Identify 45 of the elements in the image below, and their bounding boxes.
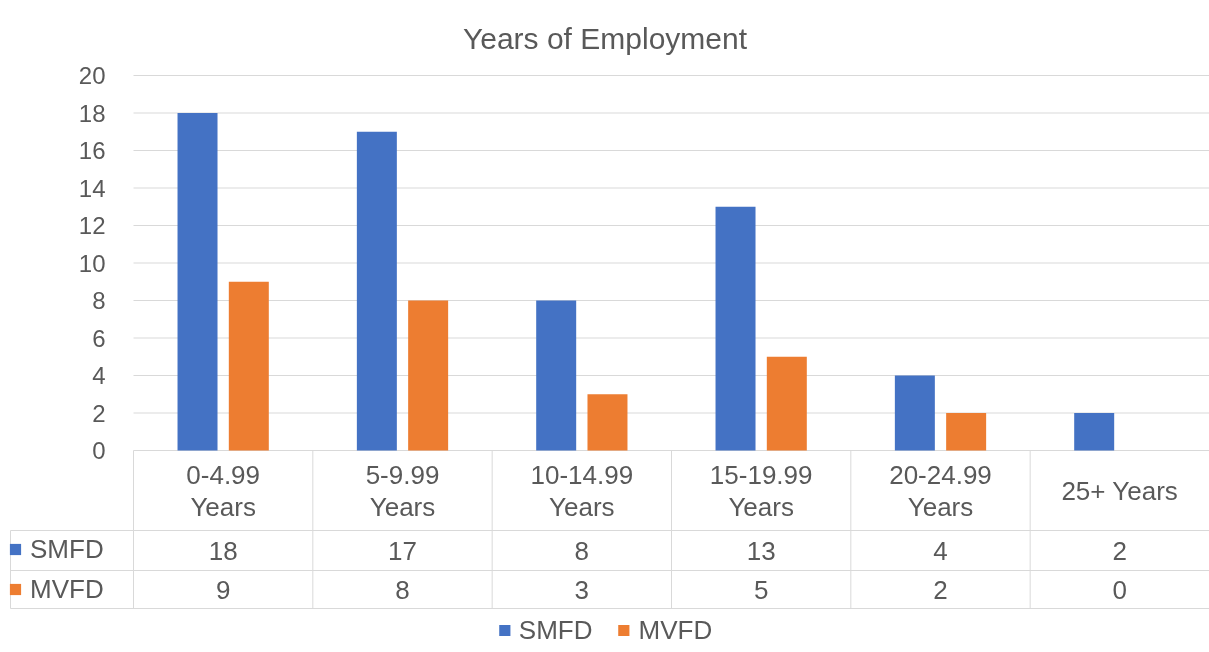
x-tick-label: 10-14.99 Years [530, 459, 634, 522]
chart-title: Years of Employment [462, 21, 748, 55]
x-tick-label: 20-24.99 Years [889, 459, 992, 522]
y-tick-label: 12 [78, 212, 106, 239]
bar [766, 356, 807, 451]
x-tick-label: 0-4.99 Years [186, 459, 261, 522]
bar [356, 131, 397, 451]
legend-label: SMFD [30, 532, 104, 566]
data-label: 13 [746, 535, 776, 566]
data-label: 3 [574, 574, 590, 605]
legend-label: MVFD [638, 613, 713, 647]
bar [177, 113, 218, 451]
bar [587, 394, 628, 451]
text: MVFD [30, 573, 104, 604]
bar [228, 281, 269, 451]
y-tick-label: 0 [92, 437, 106, 464]
y-tick-label: 6 [92, 324, 106, 352]
text: SMFD [518, 614, 593, 645]
data-label: 5 [753, 574, 769, 605]
y-tick-label: 4 [92, 362, 106, 389]
x-tick-label: 5-9.99 Years [365, 459, 440, 522]
bar [894, 375, 935, 451]
y-tick-label: 18 [78, 99, 106, 127]
bar [408, 300, 449, 451]
data-label: 9 [215, 574, 231, 605]
bar [946, 413, 987, 451]
bar [715, 206, 756, 451]
data-label: 4 [933, 535, 948, 566]
data-label: 17 [388, 535, 417, 566]
x-tick-label: 15-19.99 Years [709, 459, 813, 522]
y-tick-label: 8 [92, 287, 106, 314]
y-tick-label: 2 [92, 399, 106, 427]
data-label: 2 [1112, 535, 1128, 566]
x-tick-label: 25+ Years [1061, 475, 1178, 506]
y-tick-label: 14 [78, 174, 106, 202]
y-tick-label: 20 [78, 62, 106, 89]
data-label: 18 [208, 535, 238, 566]
bar [536, 300, 577, 451]
data-label: 0 [1112, 574, 1128, 605]
data-label: 8 [395, 574, 410, 605]
data-label: 8 [574, 535, 590, 566]
y-tick-label: 16 [78, 137, 106, 164]
bar [1074, 413, 1115, 451]
y-tick-label: 10 [78, 249, 106, 277]
data-label: 2 [933, 574, 948, 605]
